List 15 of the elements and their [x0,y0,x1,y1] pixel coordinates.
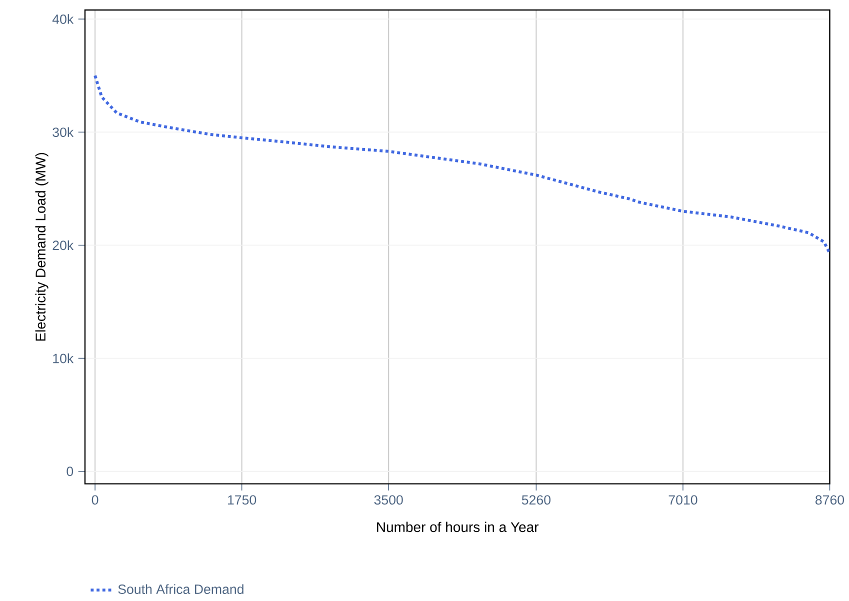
y-tick-label: 40k [52,14,74,24]
y-tick-label: 0 [66,466,74,476]
x-tick-label: 0 [92,495,98,505]
x-tick-label: 1750 [228,495,256,505]
x-tick-label: 7010 [668,495,698,505]
x-axis-title: Number of hours in a Year [377,522,539,532]
y-tick-label: 20k [52,240,74,250]
y-axis-title: Electricity Demand Load (MW) [35,152,48,341]
x-tick-label: 5260 [522,495,550,505]
x-tick-label: 3500 [374,495,403,505]
y-tick-label: 30k [52,127,74,137]
y-tick-label: 10k [53,353,74,364]
x-tick-label: 8760 [815,495,844,505]
legend-label: South Africa Demand [118,584,244,594]
line-series [94,74,830,254]
